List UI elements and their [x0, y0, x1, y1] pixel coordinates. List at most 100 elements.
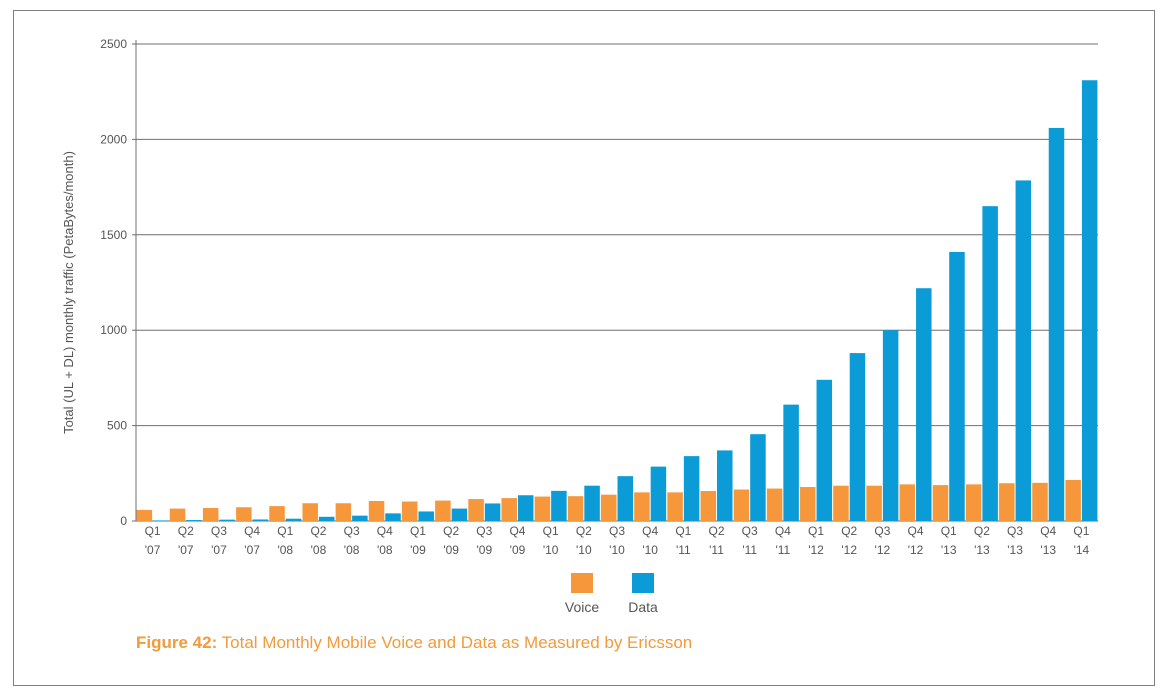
bar-voice: [1032, 482, 1048, 521]
x-tick-label-quarter: Q2: [709, 524, 725, 538]
bar-data: [186, 520, 202, 521]
bar-data: [451, 508, 468, 521]
bar-voice: [700, 491, 717, 521]
bar-voice: [899, 484, 916, 521]
legend-label: Voice: [565, 599, 599, 615]
bar-data: [916, 288, 932, 521]
x-tick-label-quarter: Q1: [675, 524, 691, 538]
x-tick-label-year: '13: [974, 543, 990, 557]
x-tick-label-quarter: Q2: [178, 524, 194, 538]
x-tick-label-quarter: Q2: [974, 524, 990, 538]
x-tick-label-year: '08: [311, 543, 327, 557]
x-tick-label-quarter: Q1: [1073, 524, 1089, 538]
bars: [136, 80, 1098, 522]
bar-data: [650, 466, 667, 521]
x-tick-label-year: '11: [775, 543, 790, 557]
bar-voice: [965, 484, 982, 521]
legend-label: Data: [628, 599, 658, 615]
bar-data: [1081, 80, 1098, 521]
legend-swatch: [571, 573, 593, 593]
bar-voice: [236, 507, 252, 521]
bar-data: [849, 353, 866, 521]
bar-voice: [468, 499, 484, 521]
x-tick-label-quarter: Q3: [344, 524, 360, 538]
x-tick-label-quarter: Q1: [808, 524, 824, 538]
bar-data: [750, 434, 766, 521]
x-tick-label-year: '07: [244, 543, 260, 557]
x-tick-label-quarter: Q4: [908, 524, 924, 538]
x-tick-label-year: '11: [709, 543, 724, 557]
bar-voice: [567, 496, 584, 521]
y-tick-label: 2500: [100, 37, 127, 51]
bar-data: [285, 518, 302, 521]
x-tick-label-year: '07: [178, 543, 194, 557]
x-tick-label-year: '11: [676, 543, 691, 557]
y-tick-label: 1500: [100, 228, 127, 242]
x-tick-label-year: '08: [344, 543, 360, 557]
x-tick-label-year: '12: [808, 543, 824, 557]
bar-data: [783, 404, 799, 521]
x-tick-label-quarter: Q4: [1040, 524, 1056, 538]
x-tick-label-year: '08: [277, 543, 293, 557]
x-tick-label-quarter: Q4: [377, 524, 393, 538]
bar-voice: [833, 485, 849, 521]
caption-text: Total Monthly Mobile Voice and Data as M…: [221, 633, 693, 652]
x-tick-label-year: '08: [377, 543, 393, 557]
bar-data: [418, 511, 434, 521]
bar-data: [385, 513, 401, 521]
bar-voice: [534, 496, 551, 521]
bar-data: [816, 379, 833, 521]
x-tick-label-year: '10: [576, 543, 592, 557]
x-tick-label-quarter: Q4: [244, 524, 260, 538]
x-tick-label-year: '07: [211, 543, 227, 557]
bar-voice: [435, 500, 451, 521]
figure-frame: 0 500 1000 1500 2000 2500 Q1 '07 Q2 '07 Q3 '07 Q4 '0…: [13, 10, 1155, 686]
x-tick-label-quarter: Q1: [277, 524, 293, 538]
bar-data: [252, 519, 269, 521]
bar-data: [617, 476, 633, 521]
x-tick-label-year: '12: [841, 543, 857, 557]
x-tick-label-quarter: Q3: [1007, 524, 1023, 538]
bar-voice: [302, 503, 318, 521]
y-tick-label: 1000: [100, 323, 127, 337]
bar-data: [949, 251, 965, 522]
x-axis-ticks: Q1 '07 Q2 '07 Q3 '07 Q4 '07 Q1 '08 Q2 '08 Q3 '08 Q4 '08…: [145, 524, 1090, 557]
bar-voice: [766, 488, 783, 521]
bar-data: [352, 515, 368, 521]
bar-voice: [136, 509, 153, 521]
bar-voice: [800, 487, 816, 521]
bar-data: [683, 456, 700, 521]
x-tick-label-year: '10: [642, 543, 658, 557]
legend-swatch: [632, 573, 654, 593]
bar-voice: [866, 485, 882, 521]
x-tick-label-quarter: Q4: [775, 524, 791, 538]
x-tick-label-quarter: Q1: [145, 524, 161, 538]
y-tick-label: 0: [120, 514, 127, 528]
x-tick-label-year: '09: [476, 543, 492, 557]
bar-voice: [335, 503, 352, 521]
bar-voice: [501, 498, 517, 521]
x-tick-label-year: '12: [875, 543, 891, 557]
x-tick-label-year: '12: [908, 543, 924, 557]
y-axis-ticks: 0 500 1000 1500 2000 2500: [100, 37, 136, 528]
bar-data: [153, 520, 169, 521]
x-tick-label-quarter: Q2: [841, 524, 857, 538]
bar-voice: [634, 492, 650, 521]
bar-data: [484, 503, 501, 521]
x-tick-label-quarter: Q1: [543, 524, 559, 538]
bar-voice: [932, 485, 949, 521]
bar-data: [219, 519, 235, 521]
bar-data: [551, 490, 567, 521]
x-tick-label-quarter: Q1: [410, 524, 426, 538]
bar-voice: [169, 508, 186, 521]
bar-data: [318, 516, 335, 521]
x-tick-label-quarter: Q2: [576, 524, 592, 538]
x-tick-label-quarter: Q3: [476, 524, 492, 538]
y-axis-label: Total (UL + DL) monthly traffic (PetaByt…: [61, 151, 76, 434]
bar-voice: [1065, 479, 1081, 521]
bar-voice: [733, 489, 750, 521]
x-tick-label-year: '14: [1074, 543, 1090, 557]
x-tick-label-quarter: Q2: [443, 524, 459, 538]
bar-voice: [999, 483, 1015, 521]
bar-data: [717, 450, 733, 521]
